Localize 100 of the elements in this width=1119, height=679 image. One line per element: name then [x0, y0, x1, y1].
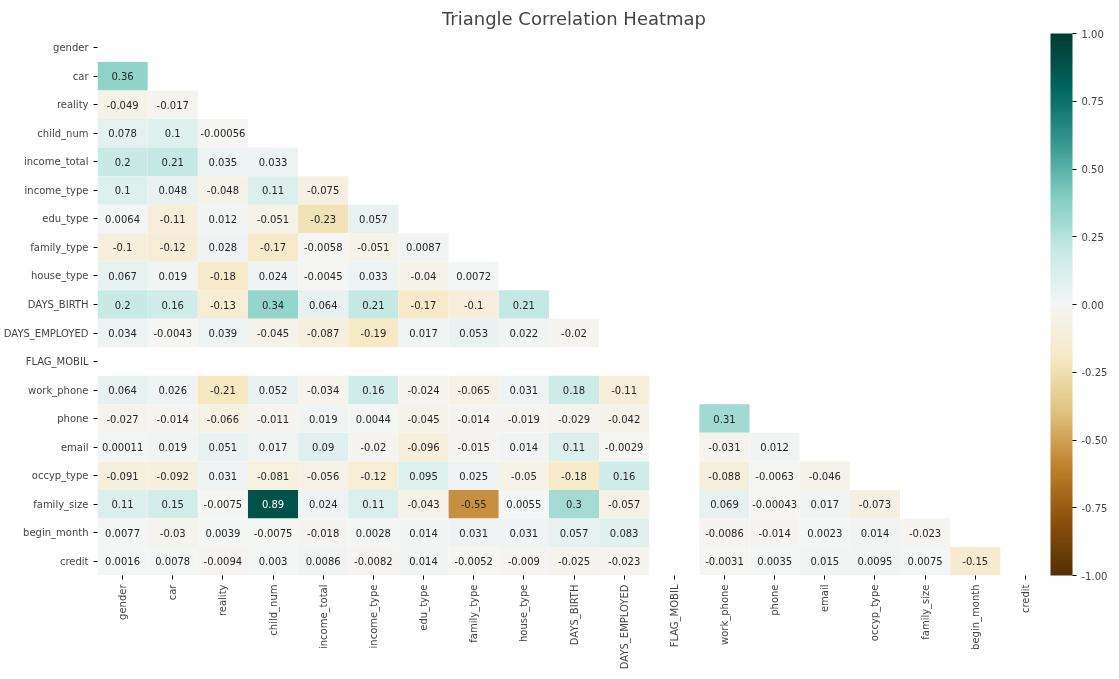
data-label: 0.11 [111, 499, 134, 511]
x-tick-label: DAYS_BIRTH [568, 584, 581, 646]
x-tick-label: gender [117, 583, 129, 620]
data-label: -0.009 [507, 556, 540, 568]
data-label: 0.017 [409, 328, 438, 340]
data-label: 0.21 [512, 299, 535, 311]
data-label: -0.014 [457, 413, 490, 425]
y-tick-label: income_type [24, 184, 89, 197]
data-label: 0.057 [359, 213, 388, 225]
x-tick-label: income_total [317, 584, 330, 649]
data-label: 0.2 [114, 299, 131, 311]
data-label: 0.0039 [205, 527, 241, 539]
data-label: 0.0023 [807, 527, 843, 539]
data-label: -0.00043 [752, 499, 798, 511]
data-label: 0.039 [208, 328, 238, 340]
data-label: 0.0078 [155, 556, 191, 568]
x-tick-label: family_type [468, 584, 481, 643]
data-label: -0.0045 [303, 270, 343, 282]
data-label: -0.02 [561, 328, 587, 340]
data-label: 0.11 [362, 499, 385, 511]
data-label: 0.031 [459, 527, 489, 539]
data-label: -0.00056 [200, 128, 246, 140]
data-label: 0.15 [161, 499, 184, 511]
color-bar-label: -0.50 [1081, 435, 1108, 446]
data-label: 0.035 [208, 156, 238, 168]
data-label: -0.046 [808, 470, 841, 482]
y-tick-label: family_size [33, 498, 89, 511]
data-label: -0.024 [407, 385, 440, 397]
data-label: 0.3 [566, 499, 582, 511]
data-label: -0.087 [307, 328, 340, 340]
data-label: -0.0058 [303, 242, 343, 254]
data-label: -0.096 [407, 442, 440, 454]
data-label: -0.042 [608, 413, 641, 425]
y-tick-label: begin_month [23, 527, 89, 540]
data-label: 0.0077 [105, 527, 141, 539]
data-label: 0.033 [258, 156, 288, 168]
data-label: -0.031 [708, 442, 741, 454]
y-tick-label: occyp_type [31, 470, 89, 483]
x-tick-label: FLAG_MOBIL [668, 584, 681, 648]
data-label: -0.045 [256, 328, 290, 340]
data-label: -0.18 [209, 270, 236, 282]
data-label: -0.0031 [705, 556, 744, 568]
data-label: -0.014 [758, 527, 791, 539]
data-label: -0.065 [457, 385, 490, 397]
y-tick-label: edu_type [42, 213, 89, 226]
data-label: 0.09 [312, 442, 335, 454]
data-label: -0.029 [557, 413, 591, 425]
y-tick-label: car [72, 70, 90, 82]
y-tick-label: phone [57, 413, 89, 425]
data-label: 0.31 [713, 413, 736, 425]
x-tick-label: email [819, 584, 831, 613]
data-label: 0.014 [409, 556, 438, 568]
data-label: -0.0094 [203, 556, 243, 568]
data-label: -0.1 [463, 299, 484, 311]
data-label: -0.088 [708, 470, 741, 482]
x-tick-label: credit [1019, 584, 1031, 614]
data-label: -0.014 [156, 413, 189, 425]
data-label: 0.0086 [305, 556, 341, 568]
data-label: 0.024 [258, 270, 288, 282]
data-label: 0.052 [258, 385, 288, 397]
data-label: 0.34 [261, 299, 285, 311]
data-label: -0.15 [962, 556, 989, 568]
y-tick-label: child_num [37, 127, 89, 140]
data-label: 0.031 [509, 385, 539, 397]
data-label: -0.025 [557, 556, 591, 568]
data-label: 0.0087 [406, 242, 442, 254]
data-label: 0.11 [261, 185, 285, 197]
data-label: 0.022 [509, 328, 539, 340]
y-tick-label: house_type [31, 270, 89, 283]
x-tick-label: work_phone [718, 584, 731, 645]
x-tick-label: phone [769, 584, 781, 616]
x-tick-label: occyp_type [869, 584, 882, 642]
data-label: -0.0075 [253, 527, 293, 539]
data-label: -0.092 [156, 470, 189, 482]
data-label: 0.21 [362, 299, 385, 311]
data-label: -0.049 [106, 99, 139, 111]
color-bar-label: 0.50 [1081, 164, 1104, 175]
data-label: -0.057 [608, 499, 641, 511]
data-label: -0.1 [112, 242, 133, 254]
data-label: -0.55 [460, 499, 487, 511]
data-label: 0.21 [161, 156, 184, 168]
data-label: 0.034 [108, 328, 137, 340]
data-label: -0.23 [310, 213, 337, 225]
data-label: 0.18 [562, 385, 586, 397]
data-label: -0.02 [360, 442, 387, 454]
data-label: 0.0072 [456, 270, 492, 282]
data-label: 0.012 [760, 442, 789, 454]
data-label: 0.048 [158, 185, 188, 197]
data-label: 0.051 [208, 442, 238, 454]
data-label: 0.0044 [355, 413, 391, 425]
data-label: -0.12 [360, 470, 387, 482]
data-label: -0.05 [510, 470, 537, 482]
x-tick-label: edu_type [418, 584, 431, 631]
data-label: 0.067 [108, 270, 137, 282]
data-label: 0.064 [308, 299, 338, 311]
data-label: -0.015 [457, 442, 490, 454]
data-label: -0.11 [611, 385, 638, 397]
data-label: 0.003 [258, 556, 288, 568]
y-tick-label: email [60, 441, 89, 453]
data-label: -0.081 [256, 470, 290, 482]
